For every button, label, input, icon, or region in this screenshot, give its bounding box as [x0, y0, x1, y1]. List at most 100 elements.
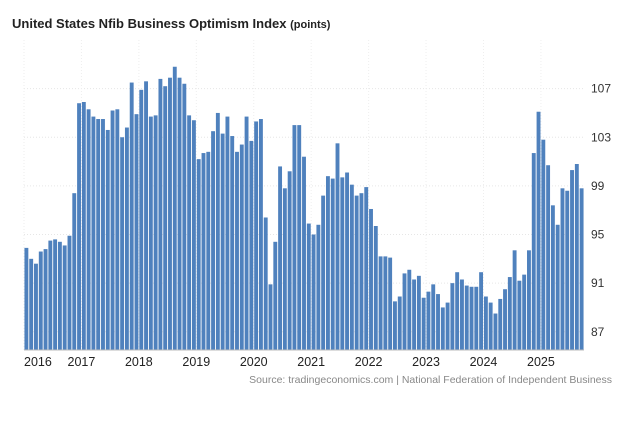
bar	[574, 164, 579, 350]
bar	[302, 156, 306, 350]
bar	[67, 235, 72, 350]
bar	[38, 251, 43, 350]
bar	[555, 224, 560, 350]
y-tick-label: 95	[591, 228, 605, 242]
x-tick-label: 2025	[527, 355, 555, 369]
bar	[388, 257, 393, 350]
bar	[479, 272, 484, 350]
bar	[325, 176, 330, 350]
x-tick-label: 2022	[355, 355, 383, 369]
bar	[120, 137, 125, 350]
bar	[273, 241, 278, 350]
x-tick-label: 2023	[412, 355, 440, 369]
x-tick-label: 2021	[297, 355, 325, 369]
bar	[455, 272, 460, 350]
bar	[206, 151, 211, 350]
bar	[91, 116, 96, 350]
bar	[460, 279, 464, 350]
bar	[86, 109, 91, 350]
bar	[144, 81, 148, 350]
bar	[493, 313, 498, 350]
bar	[225, 116, 230, 350]
bar	[321, 195, 326, 350]
bar	[96, 119, 101, 351]
bar	[335, 143, 340, 350]
bar	[469, 286, 474, 350]
bar	[402, 273, 407, 350]
bar	[48, 240, 53, 350]
bar	[163, 86, 168, 350]
bar	[373, 226, 378, 350]
bar	[287, 171, 292, 350]
bar	[168, 77, 172, 350]
y-tick-label: 103	[591, 130, 611, 144]
bar	[249, 140, 254, 350]
bar	[527, 250, 531, 350]
bar	[378, 256, 383, 350]
bar	[483, 296, 488, 350]
bar	[412, 279, 417, 350]
bar	[172, 66, 177, 350]
bar	[560, 188, 565, 350]
bar	[407, 269, 412, 350]
bar	[124, 127, 129, 350]
bar	[474, 286, 479, 350]
bar	[244, 116, 249, 350]
bar	[62, 245, 67, 350]
bar	[541, 139, 546, 350]
bar	[187, 115, 192, 351]
bar	[316, 224, 321, 350]
bar	[359, 193, 364, 350]
bar	[282, 188, 287, 350]
bar	[211, 131, 216, 350]
bar	[345, 172, 350, 350]
bar	[278, 166, 283, 350]
bar	[522, 274, 527, 350]
bar	[153, 115, 158, 351]
bar	[512, 250, 517, 350]
bar	[550, 205, 555, 350]
bar-series	[24, 66, 584, 351]
bar	[488, 302, 493, 350]
bar	[43, 249, 48, 350]
bar	[158, 78, 163, 351]
bar	[72, 193, 77, 350]
bar	[81, 102, 86, 350]
y-axis-ticks: 87 91 95 99 103 107	[591, 82, 611, 339]
bar	[182, 83, 187, 350]
bar	[134, 114, 139, 350]
bar	[426, 291, 431, 350]
x-tick-label: 2019	[182, 355, 210, 369]
chart-title-text: United States Nfib Business Optimism Ind…	[12, 16, 287, 31]
bar	[565, 190, 570, 350]
x-tick-label: 2018	[125, 355, 153, 369]
bar	[239, 144, 244, 350]
bar	[383, 256, 388, 350]
y-tick-label: 99	[591, 179, 605, 193]
bar	[230, 136, 235, 350]
y-tick-label: 87	[591, 325, 605, 339]
bar	[77, 103, 81, 350]
bar	[57, 241, 62, 350]
x-axis-ticks: 2016 2017 2018 2019 2020 2021 2022 2023 2024 2025	[24, 355, 555, 369]
bar	[235, 151, 239, 350]
bar	[115, 109, 120, 350]
y-tick-label: 107	[591, 82, 611, 96]
bar	[421, 297, 426, 350]
chart-unit: (points)	[290, 19, 331, 31]
x-tick-label: 2024	[470, 355, 498, 369]
bar	[29, 258, 34, 350]
bar	[105, 129, 110, 350]
bar	[177, 77, 182, 350]
bar	[436, 294, 440, 350]
bar	[306, 223, 311, 350]
bar	[34, 263, 38, 350]
bar	[201, 153, 206, 350]
bar	[101, 119, 105, 351]
bar	[445, 302, 450, 350]
bar	[220, 133, 225, 350]
bar	[191, 120, 196, 351]
bar	[579, 188, 584, 350]
bar	[507, 277, 512, 350]
